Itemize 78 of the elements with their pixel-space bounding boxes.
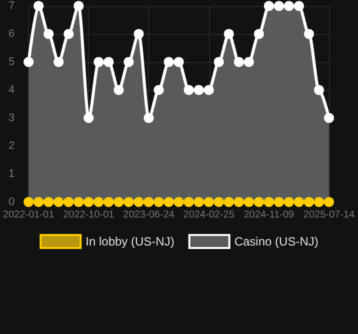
- point: [204, 197, 214, 207]
- y-tick-label: 6: [8, 28, 15, 40]
- point: [214, 57, 224, 67]
- y-tick-label: 0: [8, 196, 15, 208]
- point: [184, 85, 194, 95]
- point: [94, 197, 104, 207]
- point: [114, 85, 124, 95]
- point: [144, 113, 154, 123]
- legend-label: Casino (US-NJ): [234, 234, 318, 248]
- point: [34, 1, 44, 11]
- point: [74, 1, 84, 11]
- point: [104, 57, 114, 67]
- x-tick-label: 2022-10-01: [63, 210, 115, 220]
- point: [54, 197, 64, 207]
- point: [114, 197, 124, 207]
- point: [24, 197, 34, 207]
- y-tick-label: 5: [8, 56, 15, 68]
- point: [44, 197, 54, 207]
- point: [64, 197, 74, 207]
- point: [254, 29, 264, 39]
- x-tick-label: 2022-01-01: [3, 210, 55, 220]
- point: [104, 197, 114, 207]
- point: [174, 57, 184, 67]
- y-tick-label: 4: [8, 84, 15, 96]
- point: [264, 197, 274, 207]
- point: [174, 197, 184, 207]
- point: [154, 197, 164, 207]
- point: [194, 85, 204, 95]
- point: [254, 197, 264, 207]
- point: [274, 197, 284, 207]
- x-tick-label: 2024-11-09: [244, 210, 295, 220]
- point: [164, 57, 174, 67]
- point: [234, 197, 244, 207]
- y-tick-label: 3: [8, 112, 15, 124]
- point: [34, 197, 44, 207]
- point: [124, 197, 134, 207]
- y-tick-label: 7: [8, 0, 15, 12]
- point: [164, 197, 174, 207]
- point: [84, 197, 94, 207]
- y-tick-label: 2: [8, 140, 15, 152]
- point: [274, 1, 284, 11]
- point: [244, 197, 254, 207]
- y-tick-label: 1: [8, 168, 15, 180]
- point: [144, 197, 154, 207]
- point: [224, 29, 234, 39]
- point: [294, 197, 304, 207]
- point: [314, 85, 324, 95]
- point: [64, 29, 74, 39]
- legend-label: In lobby (US-NJ): [86, 234, 174, 248]
- point: [194, 197, 204, 207]
- point: [204, 85, 214, 95]
- point: [314, 197, 324, 207]
- x-tick-label: 2025-07-14: [303, 210, 356, 220]
- point: [244, 57, 254, 67]
- point: [284, 197, 294, 207]
- point: [294, 1, 304, 11]
- point: [24, 57, 34, 67]
- point: [284, 1, 294, 11]
- point: [264, 1, 274, 11]
- point: [184, 197, 194, 207]
- point: [94, 57, 104, 67]
- point: [154, 85, 164, 95]
- point: [134, 29, 144, 39]
- point: [324, 113, 334, 123]
- point: [234, 57, 244, 67]
- point: [134, 197, 144, 207]
- point: [54, 57, 64, 67]
- point: [304, 197, 314, 207]
- point: [214, 197, 224, 207]
- point: [74, 197, 84, 207]
- point: [224, 197, 234, 207]
- x-tick-label: 2023-06-24: [123, 210, 175, 220]
- point: [84, 113, 94, 123]
- point: [124, 57, 134, 67]
- point: [44, 29, 54, 39]
- x-tick-label: 2024-02-25: [183, 210, 235, 220]
- point: [304, 29, 314, 39]
- point: [324, 197, 334, 207]
